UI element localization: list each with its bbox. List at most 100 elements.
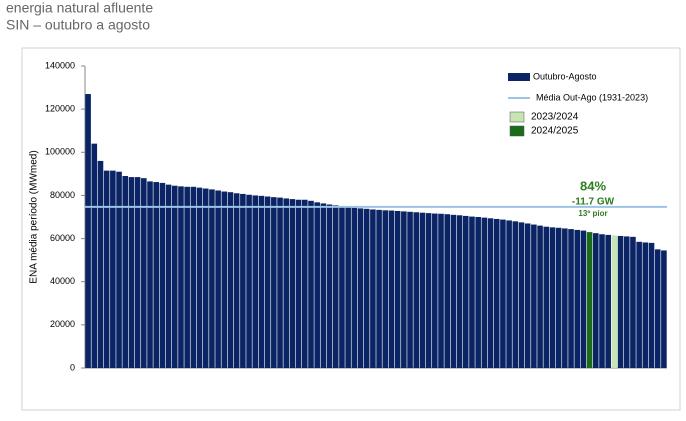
y-tick-label: 0 bbox=[70, 362, 75, 372]
bar bbox=[252, 195, 259, 368]
bar bbox=[493, 218, 500, 368]
bar bbox=[314, 202, 320, 368]
bar bbox=[562, 228, 568, 368]
bar bbox=[407, 211, 413, 368]
bar bbox=[351, 207, 358, 368]
bar bbox=[376, 209, 382, 368]
bar bbox=[518, 222, 525, 368]
annotation: 13º pior bbox=[578, 209, 607, 218]
bar bbox=[202, 188, 209, 368]
bar bbox=[388, 210, 395, 368]
bar bbox=[636, 241, 642, 368]
bar bbox=[419, 212, 426, 368]
bar bbox=[549, 227, 556, 368]
bar bbox=[283, 198, 290, 368]
bar bbox=[382, 210, 389, 368]
bar bbox=[512, 221, 519, 368]
bar bbox=[444, 214, 450, 368]
bar bbox=[586, 232, 593, 368]
bar bbox=[432, 213, 438, 368]
bar bbox=[159, 182, 166, 368]
bar bbox=[103, 170, 110, 368]
bar bbox=[370, 209, 376, 368]
bar bbox=[574, 229, 581, 368]
bar bbox=[456, 215, 463, 368]
bar bbox=[178, 186, 184, 368]
header-title: energia natural afluente bbox=[6, 0, 153, 16]
y-tick-label: 80000 bbox=[50, 190, 75, 200]
bar bbox=[524, 223, 531, 368]
bar bbox=[171, 185, 178, 368]
bar bbox=[599, 234, 605, 368]
chart-frame bbox=[21, 47, 681, 411]
bar bbox=[326, 204, 333, 368]
bar bbox=[116, 171, 122, 368]
bar bbox=[605, 234, 611, 368]
bar bbox=[661, 250, 667, 368]
bar bbox=[462, 215, 469, 368]
bar bbox=[537, 225, 543, 368]
bar bbox=[295, 199, 302, 368]
bar bbox=[308, 200, 314, 368]
bar bbox=[413, 212, 420, 368]
bar bbox=[277, 197, 283, 368]
bar bbox=[654, 249, 661, 368]
bar bbox=[401, 211, 407, 368]
bar bbox=[165, 184, 172, 368]
y-tick-label: 40000 bbox=[50, 276, 75, 286]
bar bbox=[506, 220, 512, 368]
bar bbox=[345, 206, 351, 368]
bar bbox=[209, 189, 215, 368]
bar bbox=[122, 176, 129, 368]
bar bbox=[623, 236, 630, 368]
legend-swatch bbox=[508, 73, 530, 81]
bar bbox=[611, 235, 618, 368]
bar bbox=[481, 217, 488, 368]
annotation: -11.7 GW bbox=[572, 197, 615, 208]
bar bbox=[555, 227, 562, 368]
bar bbox=[617, 235, 624, 368]
bar bbox=[271, 197, 277, 368]
bar bbox=[97, 160, 104, 368]
bar bbox=[438, 213, 444, 368]
bar bbox=[258, 195, 265, 368]
bar bbox=[357, 208, 364, 368]
bar bbox=[240, 193, 246, 368]
legend-label: 2024/2025 bbox=[531, 126, 579, 137]
bar bbox=[593, 233, 599, 368]
bar bbox=[85, 94, 91, 369]
bar bbox=[289, 199, 296, 368]
annotation: 84% bbox=[580, 178, 606, 193]
bar bbox=[394, 210, 401, 368]
legend-label: Média Out-Ago (1931-2023) bbox=[536, 92, 648, 102]
bar bbox=[302, 199, 308, 368]
bar bbox=[196, 187, 203, 368]
bar bbox=[246, 194, 252, 368]
y-tick-label: 100000 bbox=[45, 147, 75, 157]
bar bbox=[332, 205, 339, 368]
bar bbox=[134, 177, 141, 368]
bar bbox=[642, 242, 649, 368]
bar bbox=[128, 177, 135, 368]
bar bbox=[580, 230, 587, 368]
bar bbox=[227, 192, 234, 368]
bar bbox=[221, 191, 228, 368]
header-subtitle: SIN – outubro a agosto bbox=[6, 17, 150, 33]
bar bbox=[141, 178, 147, 368]
legend-swatch bbox=[509, 111, 525, 123]
legend-label: Outubro-Agosto bbox=[533, 71, 597, 81]
y-tick-label: 120000 bbox=[45, 104, 75, 114]
bar bbox=[190, 186, 197, 368]
y-tick-label: 140000 bbox=[45, 60, 75, 70]
bar bbox=[363, 208, 370, 368]
bar bbox=[233, 193, 240, 368]
bar bbox=[648, 242, 655, 368]
y-tick-label: 60000 bbox=[50, 233, 75, 243]
bar bbox=[469, 216, 475, 368]
legend-label: 2023/2024 bbox=[531, 112, 579, 123]
y-axis-label: ENA média período (MWmed) bbox=[29, 150, 40, 283]
bar bbox=[425, 213, 432, 368]
bar bbox=[215, 190, 221, 368]
legend-swatch bbox=[509, 125, 525, 137]
